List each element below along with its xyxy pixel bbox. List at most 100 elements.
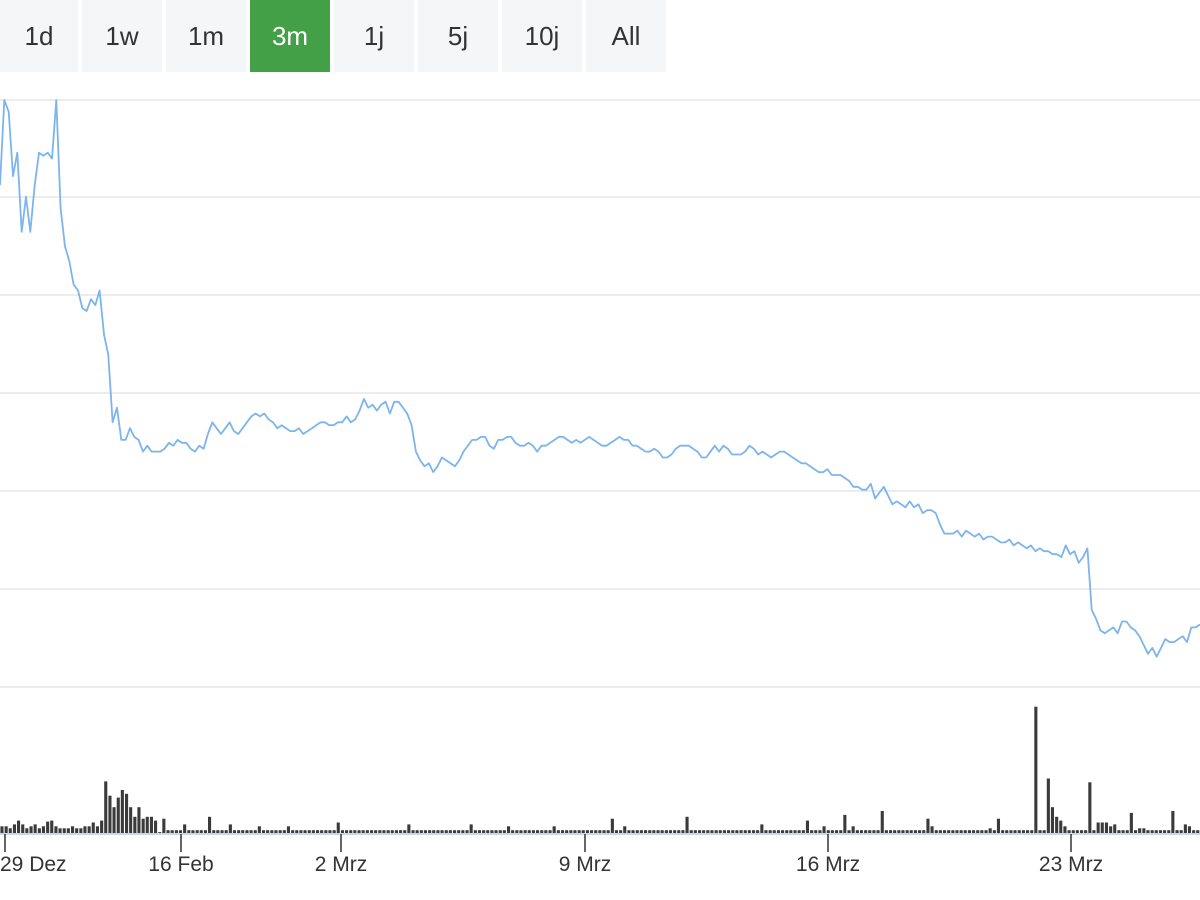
volume-bar	[668, 830, 673, 834]
volume-bar	[12, 824, 17, 834]
volume-bar	[415, 830, 419, 834]
range-button-1d[interactable]: 1d	[0, 0, 78, 72]
volume-bar	[1196, 830, 1200, 834]
volume-bar	[1109, 826, 1113, 834]
volume-bar	[810, 830, 814, 834]
volume-bar	[1080, 830, 1084, 834]
volume-bar	[54, 826, 58, 834]
volume-bar	[457, 830, 461, 834]
volume-bar	[125, 793, 129, 834]
volume-bar	[394, 830, 399, 834]
volume-bar	[934, 830, 938, 834]
volume-bar	[361, 830, 365, 834]
volume-bar	[33, 824, 37, 834]
volume-bar	[382, 830, 386, 834]
volume-bar	[195, 830, 199, 834]
volume-bar	[432, 830, 436, 834]
volume-bar	[324, 830, 328, 834]
range-button-all[interactable]: All	[586, 0, 666, 72]
volume-bar	[710, 830, 714, 834]
range-button-1w[interactable]: 1w	[82, 0, 162, 72]
volume-bar	[515, 830, 519, 834]
volume-bar	[847, 830, 851, 834]
range-button-5j[interactable]: 5j	[418, 0, 498, 72]
volume-bar	[901, 830, 905, 834]
volume-bar	[502, 830, 506, 834]
volume-bar	[311, 830, 315, 834]
volume-bar	[943, 830, 947, 834]
volume-bar	[1121, 830, 1125, 834]
volume-bar	[735, 830, 739, 834]
volume-bar	[627, 830, 631, 834]
volume-bar	[747, 830, 751, 834]
volume-bar	[552, 826, 556, 834]
volume-bar	[87, 826, 91, 834]
volume-bar	[569, 830, 573, 834]
volume-bar	[461, 830, 465, 834]
volume-bar	[257, 826, 261, 834]
range-button-1j[interactable]: 1j	[334, 0, 414, 72]
volume-bar	[1138, 828, 1142, 834]
volume-bar	[1071, 830, 1075, 834]
volume-bar	[660, 830, 664, 834]
volume-bar	[581, 830, 585, 834]
volume-bar	[851, 826, 855, 834]
volume-bar	[918, 830, 922, 834]
volume-bar	[1158, 830, 1163, 834]
volume-bar	[519, 830, 523, 834]
volume-bar	[822, 826, 826, 834]
volume-bar	[573, 830, 577, 834]
volume-bar	[752, 830, 756, 834]
volume-bar	[523, 830, 527, 834]
volume-bar	[905, 830, 909, 834]
volume-bar	[926, 818, 930, 834]
volume-bar	[232, 830, 237, 834]
volume-bar	[75, 828, 79, 834]
volume-bar	[270, 830, 274, 834]
volume-bar	[789, 830, 793, 834]
volume-bar	[590, 830, 594, 834]
volume-bar	[303, 830, 307, 834]
volume-bar	[548, 830, 552, 834]
volume-bar	[1088, 782, 1092, 834]
volume-bar	[1046, 778, 1050, 834]
range-button-1m[interactable]: 1m	[166, 0, 246, 72]
volume-bar	[1021, 830, 1026, 834]
volume-bar	[972, 830, 976, 834]
volume-bar	[577, 830, 581, 834]
volume-bar	[698, 830, 702, 834]
x-axis: 29 Dez 16 Feb 2 Mrz 9 Mrz 16 Mrz 23 Mrz	[0, 833, 1200, 876]
volume-bar	[349, 830, 353, 834]
volume-bar	[664, 830, 668, 834]
x-tick-label: 29 Dez	[0, 853, 67, 876]
volume-bar	[278, 830, 282, 834]
volume-bar	[162, 818, 166, 834]
price-line	[0, 99, 1200, 658]
volume-bar	[980, 830, 984, 834]
volume-bar	[955, 830, 959, 834]
volume-bar	[631, 830, 635, 834]
volume-bar	[370, 830, 374, 834]
volume-bar	[357, 830, 361, 834]
volume-bar	[930, 826, 934, 834]
volume-bar	[403, 830, 407, 834]
volume-bar	[440, 830, 444, 834]
x-tick-label: 16 Mrz	[796, 853, 860, 876]
volume-bar	[245, 830, 249, 834]
volume-bar	[224, 830, 228, 834]
volume-bar	[880, 811, 884, 834]
volume-bar	[174, 830, 178, 834]
x-tick-label: 16 Feb	[148, 853, 213, 876]
volume-bar	[220, 830, 224, 834]
volume-bar	[1129, 812, 1133, 834]
volume-bar	[772, 830, 776, 834]
volume-bar	[332, 830, 336, 834]
volume-bar	[639, 830, 643, 834]
range-button-3m[interactable]: 3m	[250, 0, 330, 72]
volume-bar	[1005, 830, 1009, 834]
volume-bar	[498, 830, 502, 834]
volume-bar	[507, 826, 511, 834]
volume-bar	[1038, 830, 1042, 834]
range-button-10j[interactable]: 10j	[502, 0, 582, 72]
